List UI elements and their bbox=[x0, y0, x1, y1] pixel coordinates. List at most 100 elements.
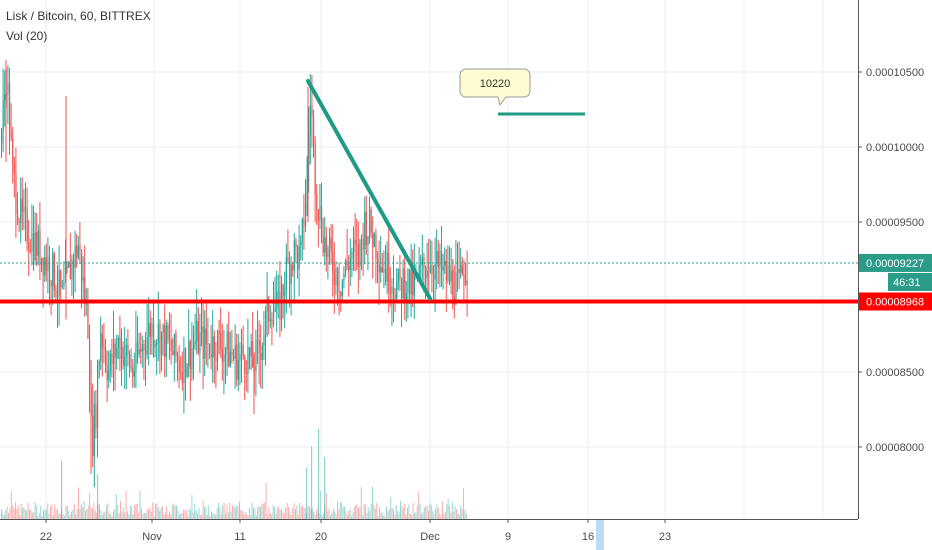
volume-bar bbox=[201, 514, 203, 519]
candle-body bbox=[97, 376, 99, 429]
volume-bar bbox=[160, 507, 162, 519]
volume-bar bbox=[283, 513, 285, 519]
volume-bar bbox=[47, 503, 49, 519]
volume-bar bbox=[205, 507, 207, 519]
volume-bar bbox=[404, 503, 406, 519]
candle-body bbox=[31, 233, 33, 252]
volume-bar bbox=[458, 514, 460, 519]
candle-body bbox=[394, 294, 396, 299]
volume-bar bbox=[124, 512, 126, 519]
candle-body bbox=[369, 209, 371, 237]
candle-body bbox=[13, 162, 15, 174]
volume-bar bbox=[192, 512, 194, 519]
volume-bar bbox=[465, 513, 467, 519]
candle-body bbox=[137, 341, 139, 355]
candle-body bbox=[52, 253, 54, 287]
volume-bar bbox=[145, 513, 147, 519]
volume-bar bbox=[218, 502, 219, 519]
volume-bar bbox=[52, 514, 54, 519]
candle-body bbox=[140, 349, 142, 352]
volume-bar bbox=[409, 513, 411, 519]
volume-bar bbox=[282, 511, 284, 519]
volume-bar bbox=[348, 511, 350, 519]
candle-body bbox=[421, 257, 423, 265]
volume-bar bbox=[316, 510, 317, 519]
volume-bar bbox=[232, 505, 233, 519]
candle-body bbox=[71, 259, 73, 280]
candle-body bbox=[261, 345, 263, 360]
candle-body bbox=[404, 268, 406, 300]
candle-body bbox=[164, 325, 166, 357]
time-tick-label: Nov bbox=[142, 531, 162, 543]
candle-body bbox=[433, 274, 435, 280]
volume-bar bbox=[314, 514, 316, 519]
candle-body bbox=[234, 344, 236, 359]
candle-body bbox=[436, 251, 438, 264]
volume-bar bbox=[457, 513, 459, 519]
candle-body bbox=[237, 359, 239, 380]
candle-body bbox=[33, 233, 35, 261]
candle-body bbox=[20, 198, 22, 223]
candle-body bbox=[301, 219, 303, 241]
candle-body bbox=[311, 105, 313, 117]
candle-body bbox=[74, 245, 76, 269]
candle-body bbox=[388, 252, 390, 291]
candle-body bbox=[465, 280, 467, 285]
volume-bar bbox=[97, 474, 99, 519]
volume-bar bbox=[194, 503, 196, 519]
time-axis[interactable]: 22 Nov 11 20 Dec 9 16 23 bbox=[0, 519, 858, 550]
volume-bar bbox=[216, 508, 218, 519]
candle-body bbox=[308, 134, 310, 165]
note-callout-text[interactable]: 10220 bbox=[480, 78, 511, 90]
candle-body bbox=[314, 142, 316, 195]
volume-bar bbox=[157, 507, 159, 519]
countdown-tag bbox=[888, 272, 932, 291]
candle-body bbox=[133, 371, 135, 377]
volume-bar bbox=[9, 508, 11, 519]
volume-bar bbox=[286, 502, 288, 519]
volume-bar bbox=[464, 509, 466, 519]
time-tick-label: 23 bbox=[659, 531, 671, 543]
volume-indicator-label[interactable]: Vol (20) bbox=[6, 29, 48, 43]
candle-body bbox=[141, 344, 143, 352]
volume-bar bbox=[220, 514, 222, 519]
candle-body bbox=[145, 350, 147, 355]
volume-bar bbox=[443, 513, 445, 519]
candle-body bbox=[111, 353, 113, 365]
candle-body bbox=[159, 323, 161, 355]
candle-body bbox=[58, 270, 60, 296]
volume-bar bbox=[331, 512, 333, 519]
drawings[interactable]: 10220 bbox=[0, 68, 858, 304]
volume-bar bbox=[407, 507, 408, 519]
candle-body bbox=[351, 252, 353, 258]
candle-body bbox=[426, 271, 428, 279]
candle-body bbox=[402, 268, 404, 299]
volume-bar bbox=[6, 506, 8, 519]
support-price-tag bbox=[859, 292, 932, 311]
price-axis[interactable]: 0.000105000.000100000.000095000.00009000… bbox=[858, 0, 932, 519]
candle-body bbox=[245, 372, 247, 374]
candle-body bbox=[101, 333, 103, 347]
candle-body bbox=[466, 280, 468, 284]
volume-bar bbox=[439, 513, 441, 519]
volume-bar bbox=[246, 514, 247, 519]
volume-bar bbox=[59, 514, 61, 519]
candle-body bbox=[333, 273, 335, 286]
candle-body bbox=[151, 323, 153, 337]
candle-body bbox=[77, 245, 79, 258]
volume-bar bbox=[20, 503, 22, 519]
volume-bar bbox=[108, 512, 110, 519]
candle-body bbox=[148, 322, 150, 337]
volume-bar bbox=[99, 504, 100, 519]
symbol-title[interactable]: Lisk / Bitcoin, 60, BITTREX bbox=[6, 9, 151, 23]
candle-body bbox=[274, 307, 276, 313]
volume-bar bbox=[202, 500, 204, 519]
candle-body bbox=[60, 270, 62, 287]
candle-body bbox=[69, 262, 71, 280]
volume-bar bbox=[8, 512, 9, 519]
volume-bar bbox=[226, 504, 228, 519]
candle-body bbox=[23, 206, 25, 212]
candle-body bbox=[257, 339, 259, 341]
